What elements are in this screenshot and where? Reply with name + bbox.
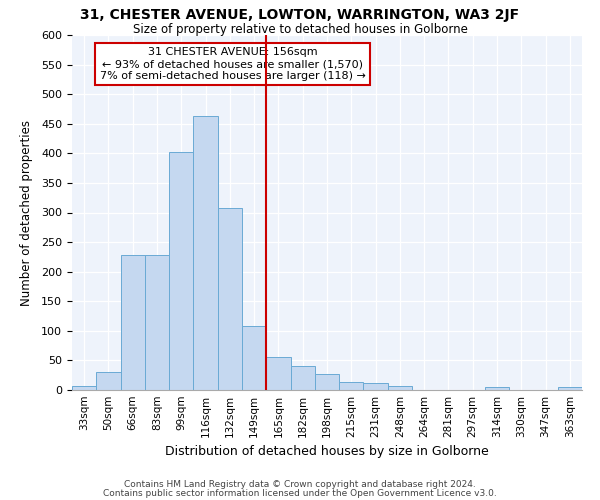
Bar xyxy=(290,366,315,390)
Text: Contains HM Land Registry data © Crown copyright and database right 2024.: Contains HM Land Registry data © Crown c… xyxy=(124,480,476,489)
Bar xyxy=(315,374,339,390)
Bar xyxy=(242,326,266,390)
Text: Contains public sector information licensed under the Open Government Licence v3: Contains public sector information licen… xyxy=(103,488,497,498)
Bar xyxy=(266,358,290,390)
Bar xyxy=(218,208,242,390)
Bar xyxy=(485,387,509,390)
Bar xyxy=(72,386,96,390)
Text: 31 CHESTER AVENUE: 156sqm
← 93% of detached houses are smaller (1,570)
7% of sem: 31 CHESTER AVENUE: 156sqm ← 93% of detac… xyxy=(100,48,365,80)
Bar xyxy=(558,387,582,390)
Bar xyxy=(145,255,169,390)
Bar xyxy=(96,372,121,390)
Text: 31, CHESTER AVENUE, LOWTON, WARRINGTON, WA3 2JF: 31, CHESTER AVENUE, LOWTON, WARRINGTON, … xyxy=(80,8,520,22)
Bar xyxy=(339,382,364,390)
X-axis label: Distribution of detached houses by size in Golborne: Distribution of detached houses by size … xyxy=(165,446,489,458)
Bar xyxy=(364,383,388,390)
Y-axis label: Number of detached properties: Number of detached properties xyxy=(20,120,33,306)
Bar xyxy=(121,255,145,390)
Text: Size of property relative to detached houses in Golborne: Size of property relative to detached ho… xyxy=(133,22,467,36)
Bar xyxy=(169,152,193,390)
Bar xyxy=(388,386,412,390)
Bar xyxy=(193,116,218,390)
